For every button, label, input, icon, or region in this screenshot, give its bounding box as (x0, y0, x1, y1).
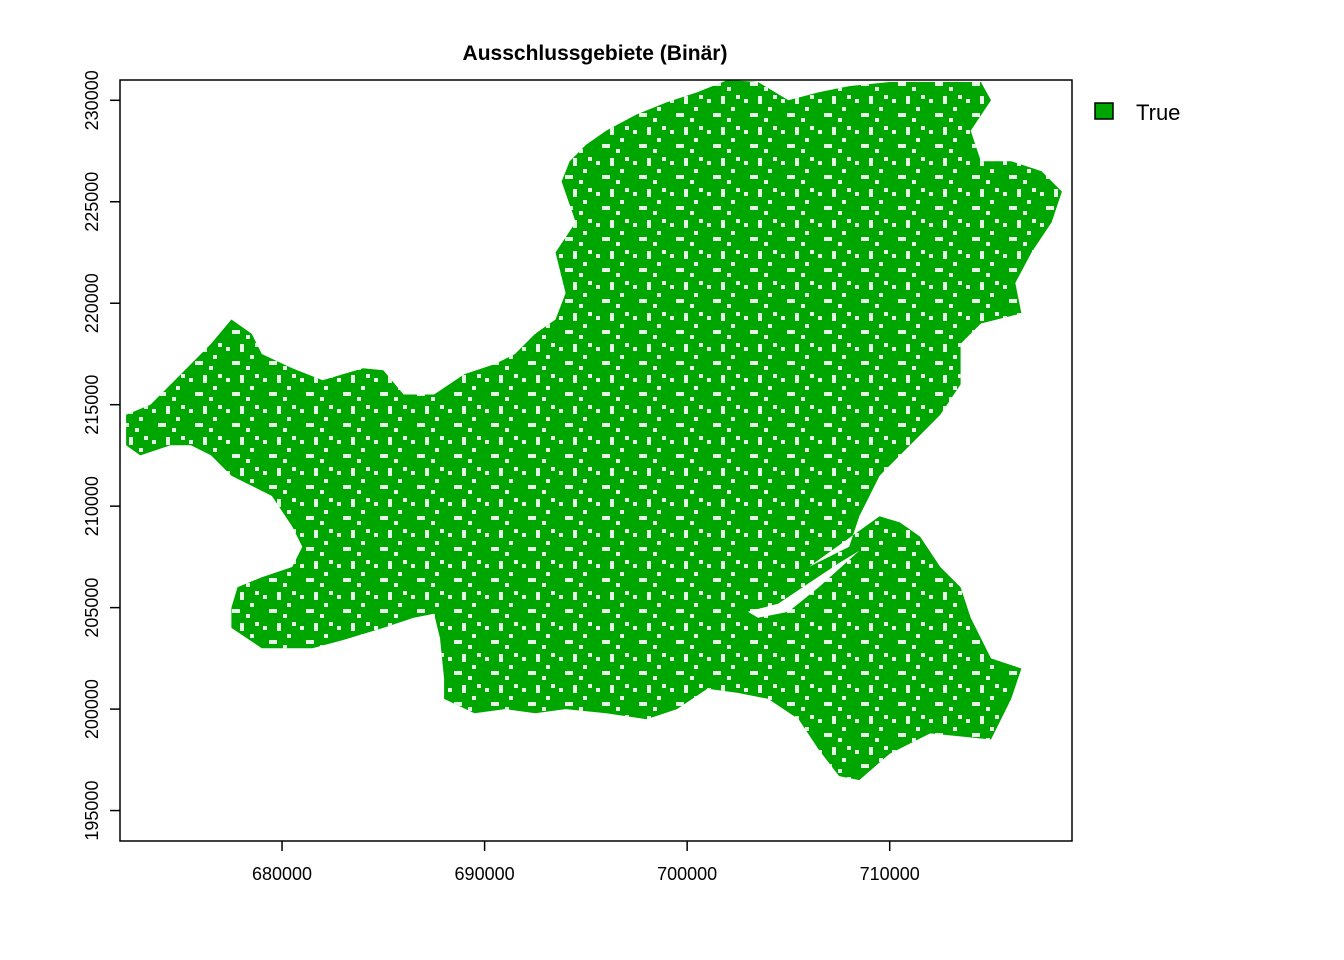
plot-frame (119, 79, 1073, 842)
x-tick-label: 710000 (860, 864, 920, 884)
x-tick-label: 680000 (252, 864, 312, 884)
y-tick-label: 205000 (82, 578, 102, 638)
y-axis: 195000 200000 205000 210000 215000 220000 2250… (82, 70, 120, 841)
y-tick-label: 200000 (82, 679, 102, 739)
x-axis: 680000 690000 700000 710000 (252, 841, 920, 884)
raster-layer (126, 80, 1062, 781)
y-tick-label: 210000 (82, 476, 102, 536)
y-tick-label: 225000 (82, 172, 102, 232)
legend-label-true: True (1136, 100, 1180, 125)
x-tick-label: 690000 (455, 864, 515, 884)
legend-swatch-true (1094, 102, 1114, 120)
y-tick-label: 220000 (82, 273, 102, 333)
y-tick-label: 195000 (82, 781, 102, 841)
legend: True (1094, 100, 1180, 125)
x-tick-label: 700000 (657, 864, 717, 884)
y-tick-label: 215000 (82, 375, 102, 435)
exclusion-area-gaps (126, 80, 1062, 781)
chart-title: Ausschlussgebiete (Binär) (463, 42, 728, 65)
y-tick-label: 230000 (82, 70, 102, 130)
